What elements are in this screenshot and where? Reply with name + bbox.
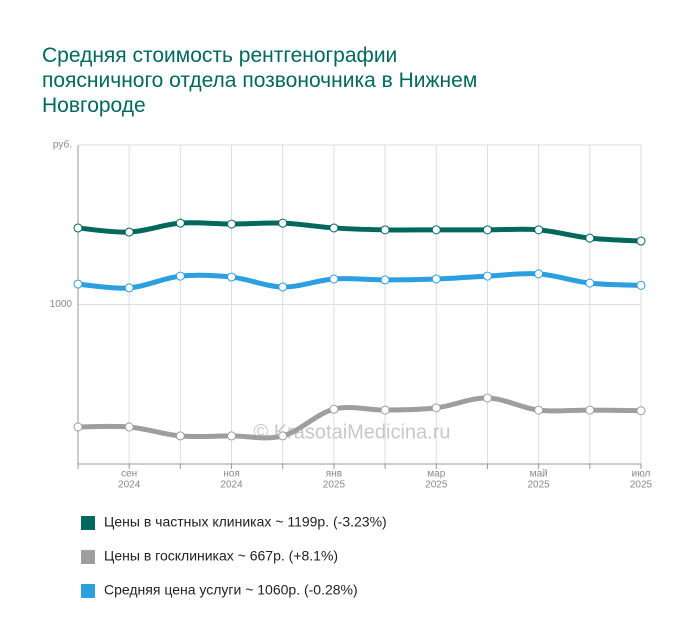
data-point xyxy=(175,218,185,228)
data-point xyxy=(227,431,237,441)
data-point xyxy=(431,403,441,413)
data-point xyxy=(175,431,185,441)
data-point xyxy=(278,282,288,292)
series-line xyxy=(77,271,642,291)
data-point xyxy=(278,431,288,441)
x-tick-label: 2024 xyxy=(220,480,243,491)
x-tick-label: 2025 xyxy=(323,480,346,491)
data-point xyxy=(175,271,185,281)
data-point xyxy=(329,223,339,233)
chart-title: Новгороде xyxy=(42,94,146,117)
data-point xyxy=(73,279,83,289)
x-tick-label: 2025 xyxy=(630,480,653,491)
data-point xyxy=(585,405,595,415)
data-point xyxy=(124,227,134,237)
data-point xyxy=(227,219,237,229)
y-tick-label: руб. xyxy=(53,139,72,151)
data-point xyxy=(431,274,441,284)
chart-title: Средняя стоимость рентгенографии xyxy=(42,44,397,67)
data-point xyxy=(534,225,544,235)
x-tick-label: мар xyxy=(427,469,445,480)
x-tick-label: 2024 xyxy=(118,480,141,491)
data-point xyxy=(431,225,441,235)
x-tick-label: янв xyxy=(326,469,342,480)
data-point xyxy=(73,422,83,432)
data-point xyxy=(482,271,492,281)
data-point xyxy=(380,405,390,415)
legend-label: Средняя цена услуги ~ 1060р. (-0.28%) xyxy=(104,582,358,598)
y-tick-label: 1000 xyxy=(50,299,73,310)
data-point xyxy=(73,223,83,233)
data-point xyxy=(329,404,339,414)
chart-title: поясничного отдела позвоночника в Нижнем xyxy=(42,69,477,92)
data-point xyxy=(124,283,134,293)
legend-swatch xyxy=(81,516,95,530)
legend-label: Цены в госклиниках ~ 667р. (+8.1%) xyxy=(104,548,338,564)
data-point xyxy=(329,274,339,284)
data-point xyxy=(482,225,492,235)
x-tick-label: сен xyxy=(121,469,137,480)
legend-swatch xyxy=(81,584,95,598)
data-point xyxy=(636,236,646,246)
data-point xyxy=(124,422,134,432)
legend-swatch xyxy=(81,550,95,564)
x-tick-label: май xyxy=(530,469,548,480)
data-point xyxy=(278,218,288,228)
legend-label: Цены в частных клиниках ~ 1199р. (-3.23%… xyxy=(104,514,387,530)
x-tick-label: ноя xyxy=(223,469,240,480)
data-point xyxy=(585,278,595,288)
x-tick-label: 2025 xyxy=(425,480,448,491)
data-point xyxy=(636,406,646,416)
data-point xyxy=(227,272,237,282)
x-tick-label: июл xyxy=(632,469,651,480)
series-line xyxy=(77,220,642,244)
data-point xyxy=(636,280,646,290)
data-point xyxy=(482,393,492,403)
data-point xyxy=(380,225,390,235)
data-point xyxy=(534,269,544,279)
x-tick-label: 2025 xyxy=(528,480,551,491)
data-point xyxy=(585,233,595,243)
data-point xyxy=(534,405,544,415)
data-point xyxy=(380,275,390,285)
